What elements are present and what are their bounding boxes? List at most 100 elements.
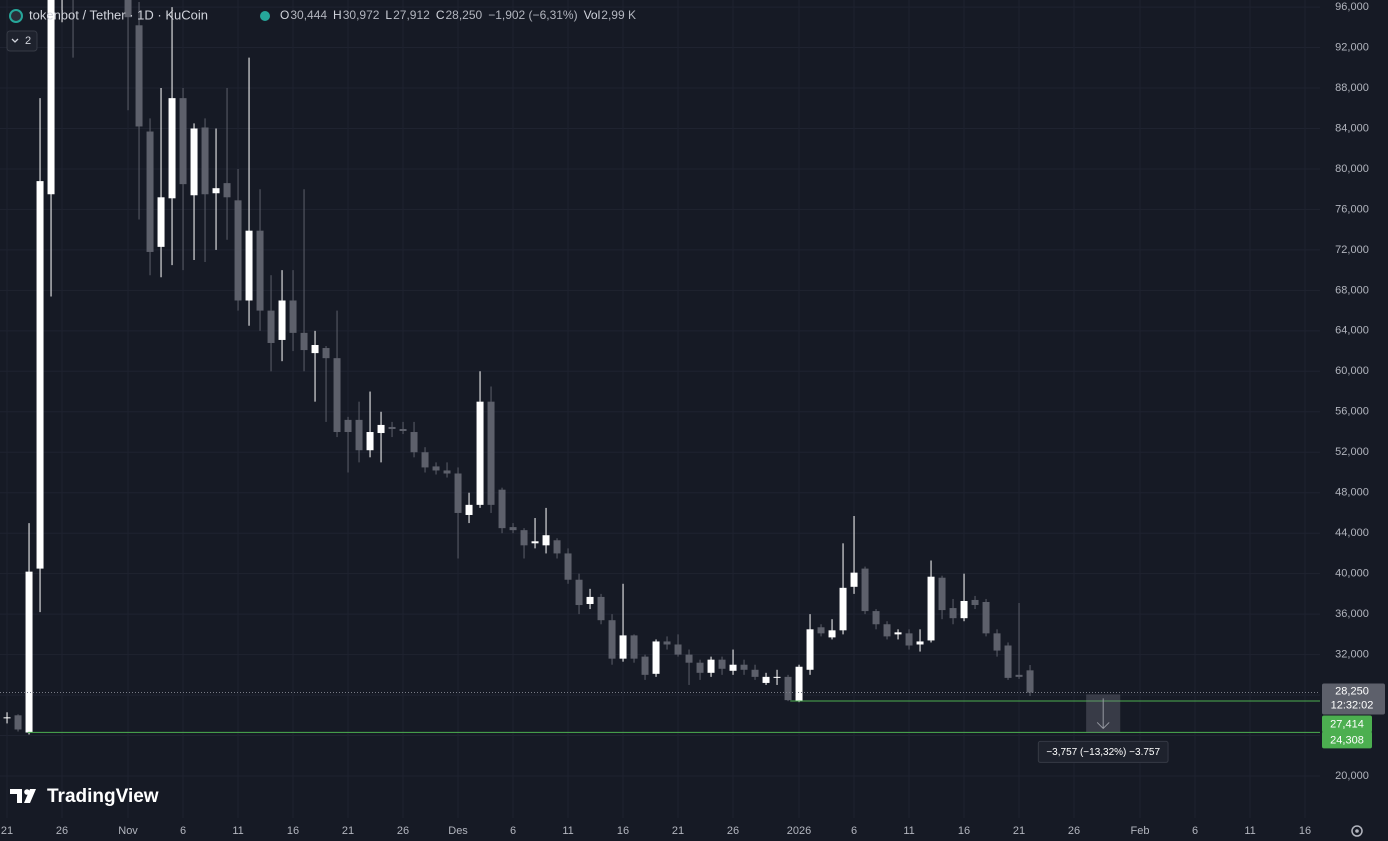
ohlc-key: H [333, 8, 342, 22]
last-price-badge [1322, 683, 1385, 715]
candle-body [14, 715, 22, 730]
candle-body [729, 664, 737, 671]
x-tick-label: 26 [1068, 825, 1080, 837]
candle-body [377, 424, 385, 434]
candle-body [795, 666, 803, 702]
y-tick-label: 36,000 [1335, 608, 1369, 620]
candle-body [938, 577, 946, 611]
candle-body [553, 540, 561, 554]
logo: TradingView [10, 786, 159, 807]
y-tick-label: 72,000 [1335, 244, 1369, 256]
y-tick-label: 20,000 [1335, 770, 1369, 782]
candle-body [476, 401, 484, 505]
price-badge [1322, 731, 1372, 749]
y-tick-label: 96,000 [1335, 1, 1369, 13]
legend-header: tokenbot / Tether · 1D · KuCoin 2 O 30,44… [6, 7, 636, 52]
change: −1,902 (−6,31%) [488, 8, 577, 22]
candle-body [3, 717, 11, 719]
ohlc-value: 30,972 [343, 8, 380, 22]
candle-body [872, 611, 880, 625]
countdown: 12:32:02 [1331, 699, 1374, 711]
x-tick-label: Des [448, 825, 468, 837]
candle-body [212, 188, 220, 194]
candle-body [608, 620, 616, 659]
candle-body [410, 432, 418, 453]
candle-body [1004, 645, 1012, 678]
y-tick-label: 52,000 [1335, 446, 1369, 458]
x-tick-label: 21 [1, 825, 13, 837]
x-tick-label: 16 [1299, 825, 1311, 837]
price-badge [1322, 715, 1372, 733]
logo-text: TradingView [47, 786, 159, 807]
x-tick-label: 11 [562, 825, 573, 837]
candle-body [36, 181, 44, 569]
measure-arrow [1096, 698, 1110, 730]
candle-body [190, 128, 198, 196]
ohlc-key: C [436, 8, 445, 22]
x-tick-label: 11 [903, 825, 914, 837]
settings-icon[interactable] [1351, 825, 1363, 837]
candle-body [509, 527, 517, 531]
ohlc-value: 27,912 [393, 8, 430, 22]
x-tick-label: 21 [672, 825, 684, 837]
candle-body [905, 633, 913, 646]
candle-body [762, 676, 770, 683]
candle-body [201, 127, 209, 195]
indicators-count: 2 [25, 35, 31, 47]
candle-body [806, 629, 814, 670]
candle-body [817, 627, 825, 634]
x-tick-label: 2026 [787, 825, 811, 837]
x-tick-label: 26 [727, 825, 739, 837]
y-tick-label: 80,000 [1335, 163, 1369, 175]
candle-body [245, 230, 253, 301]
x-tick-label: Nov [118, 825, 138, 837]
candle-body [861, 568, 869, 612]
candle-body [784, 676, 792, 701]
candle-body [839, 587, 847, 631]
candle-body [927, 576, 935, 641]
indicators-toggle[interactable] [6, 30, 38, 52]
grid [0, 0, 1320, 818]
candle-body [971, 599, 979, 606]
candle-body [300, 332, 308, 351]
candle-body [949, 608, 957, 619]
candle-body [267, 310, 275, 343]
candle-body [234, 200, 242, 301]
y-tick-label: 60,000 [1335, 365, 1369, 377]
x-tick-label: 16 [287, 825, 299, 837]
x-tick-label: Feb [1131, 825, 1150, 837]
candle-body [421, 452, 429, 468]
candle-body [619, 635, 627, 659]
candle-body [344, 419, 352, 433]
y-tick-label: 64,000 [1335, 325, 1369, 337]
candle-body [322, 348, 330, 359]
ohlc-value: 28,250 [445, 8, 482, 22]
candle-body [1015, 674, 1023, 677]
y-tick-label: 76,000 [1335, 203, 1369, 215]
ohlc-key: O [280, 8, 289, 22]
x-tick-label: 6 [510, 825, 516, 837]
y-tick-label: 92,000 [1335, 41, 1369, 53]
candle-body [894, 632, 902, 635]
candle-body [564, 553, 572, 580]
x-tick-label: 6 [1192, 825, 1198, 837]
x-tick-label: 11 [1244, 825, 1255, 837]
symbol[interactable]: tokenbot / Tether · 1D · KuCoin [29, 7, 208, 22]
price-badge-label: 24,308 [1330, 734, 1364, 746]
y-tick-label: 48,000 [1335, 487, 1369, 499]
gear[interactable] [1351, 825, 1363, 837]
x-tick-label: 26 [56, 825, 68, 837]
candle-body [586, 596, 594, 605]
candle-body [256, 230, 264, 311]
x-tick-label: 16 [958, 825, 970, 837]
candle-body [685, 654, 693, 663]
candle-body [1026, 670, 1034, 693]
candle-body [157, 197, 165, 247]
x-tick-label: 6 [851, 825, 857, 837]
candle-body [498, 489, 506, 529]
measure-label-box [1037, 740, 1169, 763]
x-tick-label: 6 [180, 825, 186, 837]
candle-body [828, 630, 836, 638]
candle-body [443, 470, 451, 474]
